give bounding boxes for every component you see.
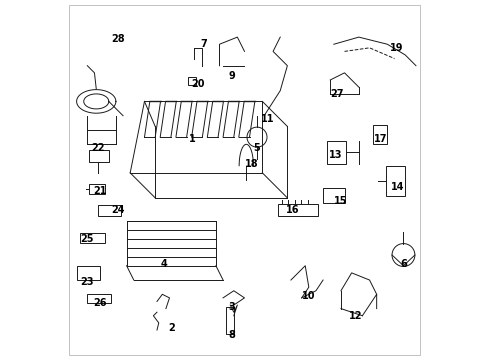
Bar — [98, 205, 121, 216]
Text: 8: 8 — [228, 330, 235, 341]
Text: 6: 6 — [399, 259, 406, 269]
Bar — [372, 125, 386, 144]
Text: 28: 28 — [111, 34, 124, 44]
Text: 7: 7 — [200, 39, 206, 49]
Text: 27: 27 — [330, 89, 344, 99]
Bar — [77, 266, 100, 280]
Bar — [89, 150, 108, 162]
Text: 14: 14 — [390, 182, 404, 192]
Text: 26: 26 — [93, 298, 106, 308]
Text: 16: 16 — [285, 205, 299, 215]
Bar — [278, 204, 317, 216]
Text: 5: 5 — [253, 143, 260, 153]
Text: 15: 15 — [333, 197, 347, 206]
Text: 3: 3 — [228, 302, 235, 312]
Text: 10: 10 — [302, 291, 315, 301]
Bar — [80, 233, 105, 243]
Text: 13: 13 — [328, 150, 342, 160]
Bar — [225, 307, 233, 334]
Bar — [323, 188, 344, 203]
Text: 24: 24 — [111, 205, 124, 215]
Text: 4: 4 — [161, 259, 167, 269]
Bar — [188, 77, 196, 85]
Text: 17: 17 — [373, 134, 386, 144]
Text: 21: 21 — [93, 186, 106, 196]
Text: 2: 2 — [167, 323, 174, 333]
Text: 1: 1 — [189, 134, 196, 144]
Text: 9: 9 — [228, 71, 235, 81]
Text: 23: 23 — [81, 277, 94, 287]
Text: 18: 18 — [244, 159, 258, 169]
Text: 20: 20 — [191, 78, 204, 89]
Text: 19: 19 — [389, 43, 402, 53]
Bar — [89, 184, 105, 194]
Bar — [326, 141, 346, 164]
Bar — [385, 166, 405, 196]
Text: 11: 11 — [261, 114, 274, 124]
Text: 12: 12 — [348, 311, 361, 321]
Text: 22: 22 — [91, 143, 104, 153]
Text: 25: 25 — [81, 234, 94, 244]
Bar — [87, 294, 110, 303]
